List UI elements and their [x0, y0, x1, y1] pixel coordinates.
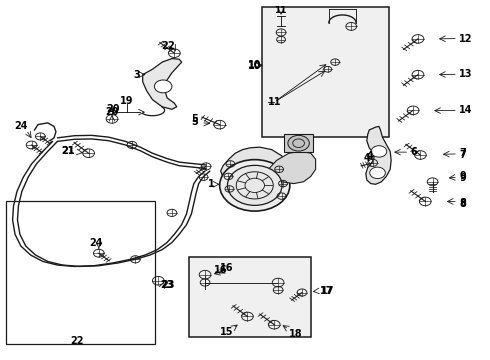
Circle shape: [154, 80, 172, 93]
Bar: [6, 202, 155, 344]
Text: 7: 7: [460, 148, 466, 158]
Text: 16: 16: [214, 265, 227, 275]
Circle shape: [370, 167, 385, 179]
Text: 12: 12: [460, 33, 473, 44]
Text: 8: 8: [460, 199, 466, 209]
Text: 2: 2: [168, 41, 174, 51]
Text: 4: 4: [367, 151, 373, 161]
Text: 10: 10: [248, 60, 262, 70]
Text: 21: 21: [61, 147, 74, 157]
Text: 7: 7: [460, 150, 466, 160]
Text: 22: 22: [70, 336, 84, 346]
Text: 20: 20: [105, 107, 119, 117]
Text: 24: 24: [90, 238, 103, 248]
Text: 13: 13: [460, 69, 473, 79]
Text: 17: 17: [320, 286, 334, 296]
Polygon shape: [284, 134, 313, 152]
Circle shape: [288, 135, 309, 151]
Text: 5: 5: [192, 114, 198, 124]
Bar: [189, 257, 311, 337]
Text: 9: 9: [460, 173, 466, 183]
Text: 11: 11: [269, 97, 282, 107]
Text: 24: 24: [14, 121, 27, 131]
Text: 21: 21: [61, 146, 74, 156]
Text: 17: 17: [319, 287, 333, 296]
Text: 10: 10: [248, 61, 262, 71]
Text: 16: 16: [220, 263, 233, 273]
Text: 9: 9: [460, 171, 466, 181]
Text: 23: 23: [160, 280, 174, 291]
Text: 8: 8: [460, 198, 466, 208]
Polygon shape: [366, 126, 391, 184]
Text: 6: 6: [411, 147, 417, 157]
Text: 5: 5: [192, 117, 198, 127]
Text: 18: 18: [290, 329, 303, 339]
Text: 20: 20: [107, 104, 120, 113]
Text: 14: 14: [460, 105, 473, 115]
Text: 15: 15: [220, 327, 234, 337]
Polygon shape: [267, 152, 316, 184]
Text: 23: 23: [161, 280, 175, 291]
Circle shape: [227, 165, 282, 205]
Text: 19: 19: [121, 96, 134, 107]
Bar: [262, 7, 389, 137]
Polygon shape: [220, 147, 291, 205]
Text: 2: 2: [162, 41, 169, 51]
Polygon shape: [143, 59, 182, 109]
Text: 3: 3: [133, 69, 140, 80]
Circle shape: [220, 159, 290, 211]
Text: 11: 11: [274, 6, 286, 15]
Text: 1: 1: [208, 179, 214, 189]
Text: 4: 4: [364, 153, 370, 163]
Circle shape: [371, 146, 387, 157]
